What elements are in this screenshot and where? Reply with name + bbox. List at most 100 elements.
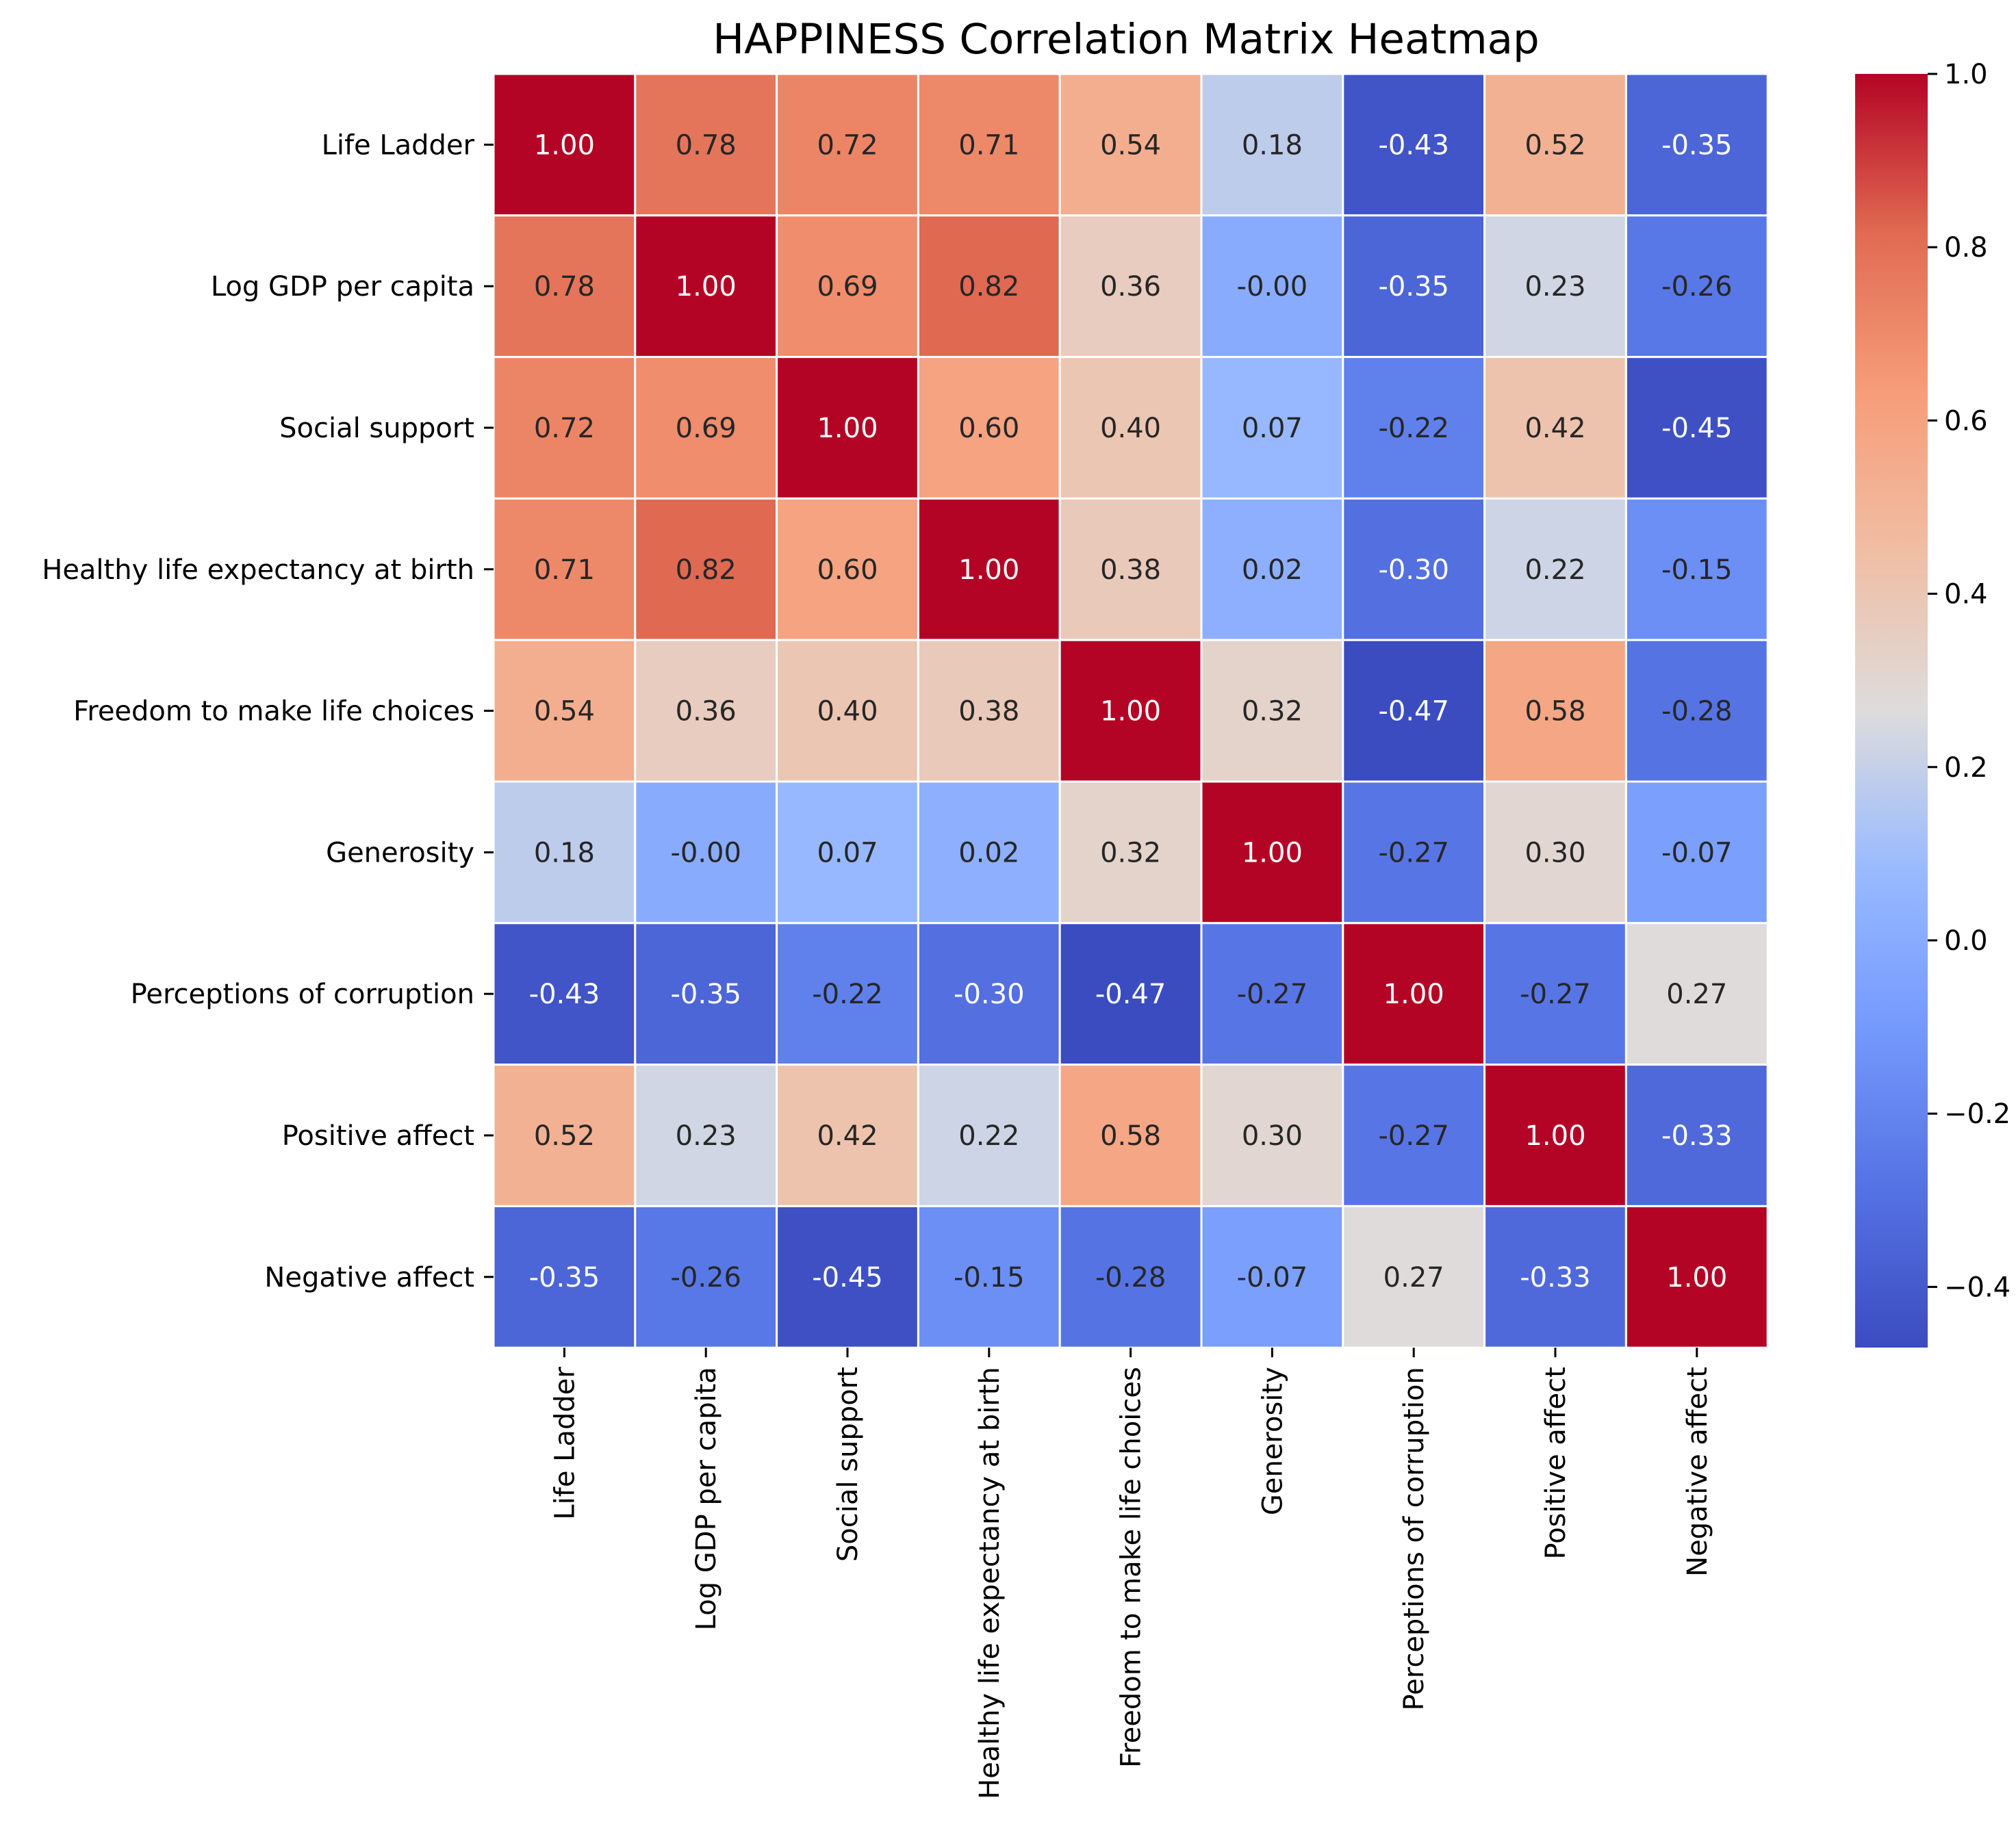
cell-annotation: 0.38 — [958, 696, 1019, 728]
cell-annotation: -0.43 — [529, 979, 600, 1010]
cell-annotation: 0.54 — [1100, 129, 1161, 161]
cell-annotation: 0.30 — [1242, 1120, 1303, 1152]
heatmap-cell — [1200, 1205, 1344, 1349]
x-axis-ticks: Life Ladder Log GDP per capita Social supp… — [549, 1348, 1713, 1799]
cell-annotation: 0.22 — [1524, 554, 1585, 586]
cell-annotation: 0.78 — [534, 271, 595, 302]
cell-annotation: 0.54 — [534, 696, 595, 728]
cell-annotation: 0.58 — [1524, 696, 1585, 728]
x-tick-label: Generosity — [1257, 1367, 1288, 1515]
cell-annotation: 0.72 — [534, 413, 595, 444]
cell-annotation: -0.43 — [1378, 129, 1449, 161]
colorbar-gradient — [1855, 74, 1928, 1348]
heatmap-cell — [492, 780, 637, 925]
cell-annotation: 0.40 — [817, 696, 878, 728]
cell-annotation: -0.33 — [1520, 1262, 1591, 1293]
cell-annotation: 0.30 — [1524, 837, 1585, 868]
cell-annotation: -0.35 — [1661, 129, 1733, 161]
x-tick-label: Log GDP per capita — [691, 1367, 722, 1630]
cell-annotation: -0.15 — [954, 1262, 1025, 1293]
cell-annotation: -0.47 — [1095, 979, 1166, 1010]
cell-annotation: -0.26 — [1661, 271, 1733, 302]
colorbar: 1.0 0.8 0.6 0.4 0.2 0.0 −0.2 −0.4 — [1855, 59, 2011, 1348]
cell-annotation: 0.36 — [676, 696, 737, 728]
cell-annotation: 0.07 — [817, 837, 878, 868]
heatmap-cell — [634, 922, 778, 1066]
heatmap-cell — [1058, 214, 1203, 359]
cell-annotation: -0.45 — [1661, 413, 1733, 444]
cell-annotation: 0.02 — [958, 837, 1019, 868]
cell-annotation: 0.42 — [817, 1120, 878, 1152]
heatmap-cell — [634, 356, 778, 500]
cell-annotations: 1.00 0.78 0.72 0.71 0.54 0.18 -0.43 0.52 -0.35 0.… — [529, 129, 1733, 1293]
heatmap-cell — [492, 73, 637, 217]
cell-annotation: 0.38 — [1100, 554, 1161, 586]
cell-annotation: -0.22 — [812, 979, 883, 1010]
heatmap-cell — [1483, 214, 1627, 359]
cell-annotation: -0.35 — [670, 979, 741, 1010]
y-tick-label: Healthy life expectancy at birth — [42, 554, 474, 586]
cell-annotation: 1.00 — [1100, 696, 1161, 728]
cell-annotation: -0.28 — [1095, 1262, 1166, 1293]
cell-annotation: -0.27 — [1378, 1120, 1449, 1152]
cell-annotation: 1.00 — [1524, 1120, 1585, 1152]
heatmap-cell — [1624, 922, 1769, 1066]
heatmap-cell — [1058, 639, 1203, 783]
cell-annotation: -0.27 — [1520, 979, 1591, 1010]
cell-annotation: 0.71 — [958, 129, 1019, 161]
cell-annotation: -0.47 — [1378, 696, 1449, 728]
cell-annotation: -0.27 — [1237, 979, 1308, 1010]
x-tick-label: Life Ladder — [549, 1367, 580, 1520]
cell-annotation: -0.35 — [1378, 271, 1449, 302]
colorbar-tick-label: 0.2 — [1944, 752, 1988, 784]
heatmap-cell — [1200, 356, 1344, 500]
cell-annotation: 0.40 — [1100, 413, 1161, 444]
heatmap-cell — [917, 214, 1061, 359]
y-tick-label: Positive affect — [282, 1120, 474, 1152]
cell-annotation: 1.00 — [1666, 1262, 1727, 1293]
heatmap-cell — [1200, 639, 1344, 783]
cell-annotation: -0.07 — [1661, 837, 1733, 868]
heatmap-cell — [634, 780, 778, 925]
heatmap-cell — [1624, 1064, 1769, 1207]
colorbar-tick-label: 0.0 — [1944, 925, 1988, 957]
cell-annotation: 1.00 — [676, 271, 737, 302]
heatmap-cell — [776, 497, 919, 641]
heatmap-cell — [917, 922, 1061, 1066]
cell-annotation: 0.78 — [676, 129, 737, 161]
heatmap-cell — [1624, 639, 1769, 783]
heatmap-cell — [1624, 214, 1769, 359]
cell-annotation: -0.00 — [1237, 271, 1308, 302]
cell-annotation: 1.00 — [1242, 837, 1303, 868]
chart-title: HAPPINESS Correlation Matrix Heatmap — [713, 15, 1540, 64]
cell-annotation: -0.27 — [1378, 837, 1449, 868]
colorbar-tick-label: 1.0 — [1944, 59, 1988, 90]
y-tick-label: Perceptions of corruption — [131, 979, 474, 1010]
cell-annotation: 0.23 — [676, 1120, 737, 1152]
x-tick-label: Negative affect — [1682, 1367, 1713, 1577]
colorbar-tick-label: −0.4 — [1944, 1272, 2011, 1303]
heatmap-cell — [1058, 922, 1203, 1066]
heatmap-cell — [776, 73, 919, 217]
heatmap-cell — [1342, 73, 1486, 217]
heatmap-cell — [492, 922, 637, 1066]
heatmap-cell — [1058, 356, 1203, 500]
colorbar-tick-label: 0.4 — [1944, 579, 1988, 610]
heatmap-cell — [776, 780, 919, 925]
heatmap-cell — [1342, 214, 1486, 359]
heatmap-cell — [1342, 780, 1486, 925]
cell-annotation: 0.22 — [958, 1120, 1019, 1152]
colorbar-tick-label: −0.2 — [1944, 1098, 2011, 1130]
x-tick-label: Freedom to make life choices — [1116, 1367, 1147, 1768]
y-tick-label: Log GDP per capita — [211, 271, 474, 302]
cell-annotation: 1.00 — [958, 554, 1019, 586]
heatmap-cell — [1200, 214, 1344, 359]
y-tick-label: Generosity — [326, 837, 474, 868]
heatmap-cell — [1483, 922, 1627, 1066]
y-tick-label: Freedom to make life choices — [73, 696, 474, 728]
x-tick-label: Perceptions of corruption — [1399, 1367, 1430, 1710]
heatmap-cell — [917, 497, 1061, 641]
heatmap-cell — [1624, 73, 1769, 217]
heatmap-cell — [1624, 780, 1769, 925]
heatmap-cell — [1624, 497, 1769, 641]
